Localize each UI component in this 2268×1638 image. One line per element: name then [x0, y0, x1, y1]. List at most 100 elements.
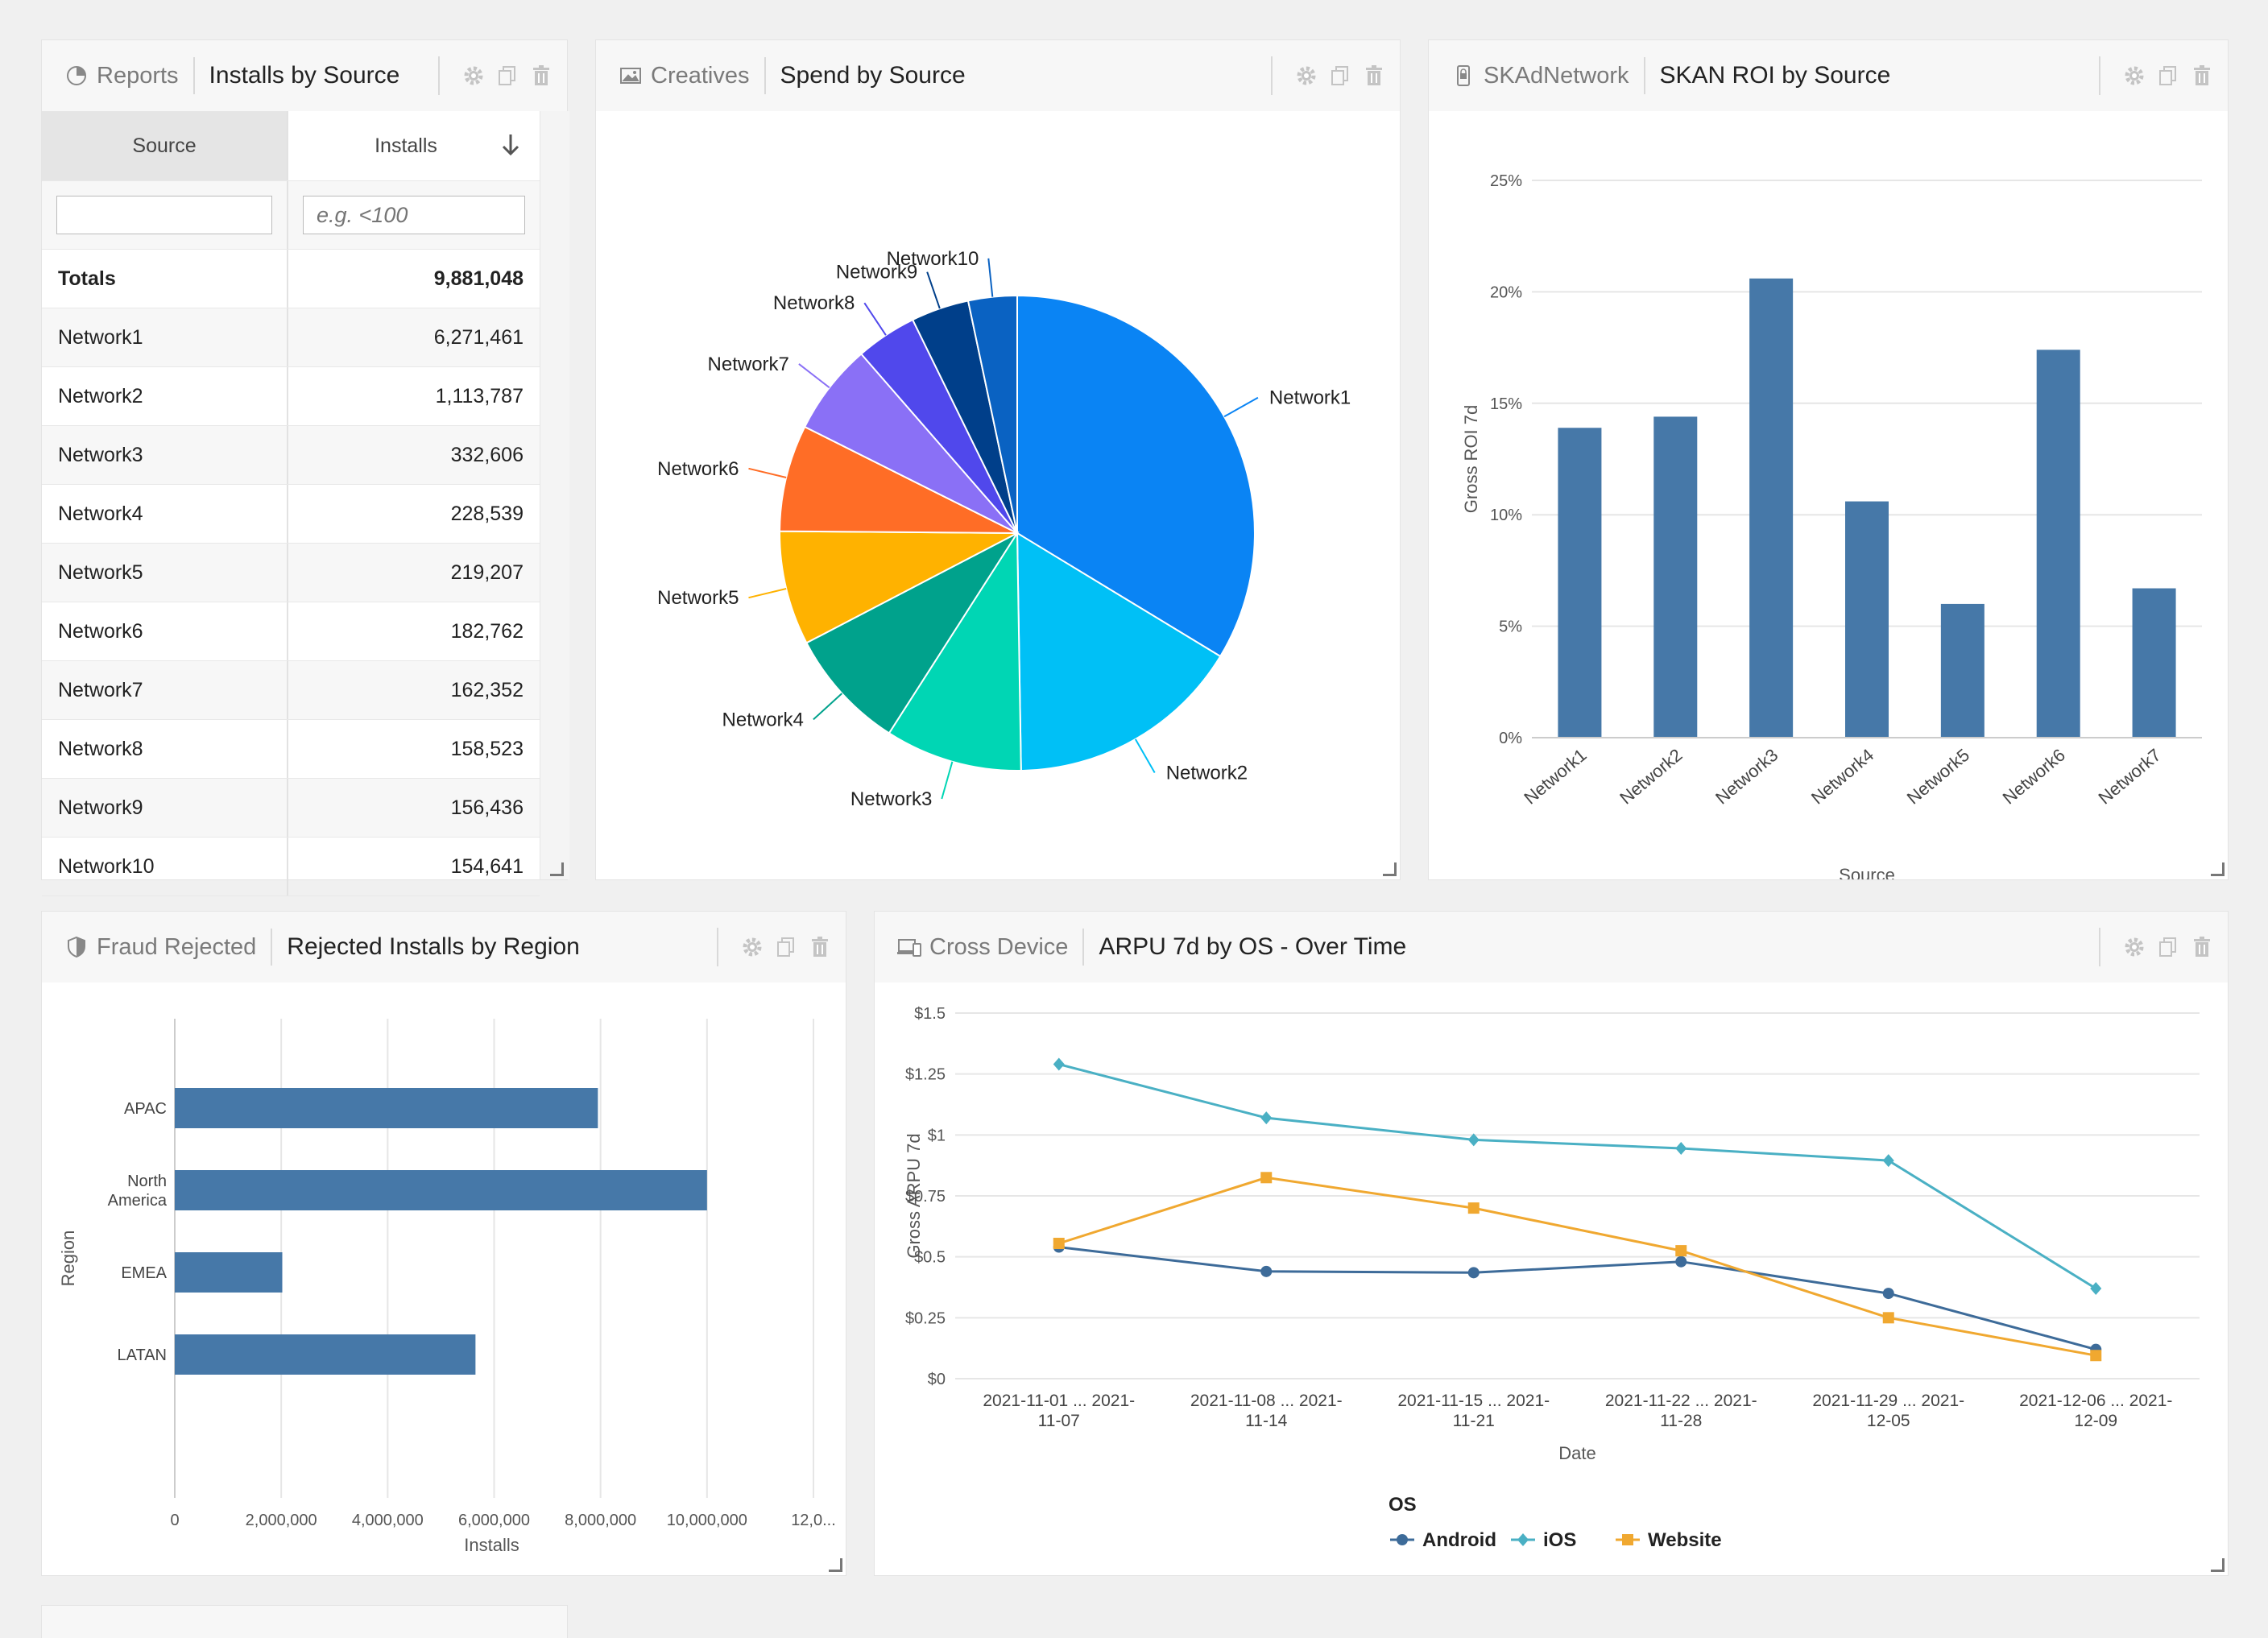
- series-line-ios: [1058, 1063, 2097, 1290]
- devices-icon: [897, 935, 921, 959]
- copy-icon[interactable]: [496, 64, 519, 87]
- x-axis-title: Installs: [464, 1535, 519, 1555]
- source-cell: Network5: [42, 544, 288, 602]
- source-cell: Network3: [42, 426, 288, 484]
- pie-label: Network8: [773, 292, 855, 314]
- bar-region: [175, 1088, 598, 1128]
- resize-handle[interactable]: [2211, 1558, 2225, 1572]
- y-tick-label-line: LATAN: [118, 1346, 168, 1364]
- panel-rejected-installs-by-region: Fraud Rejected Rejected Installs by Regi…: [42, 912, 846, 1575]
- panel-category[interactable]: Cross Device: [875, 929, 1085, 966]
- table-row[interactable]: Network4 228,539: [42, 485, 540, 544]
- panel-toolbar: [2099, 928, 2213, 966]
- resize-handle[interactable]: [550, 862, 564, 876]
- source-cell: Network9: [42, 779, 288, 837]
- shield-icon: [64, 935, 89, 959]
- gear-icon[interactable]: [2123, 64, 2146, 87]
- data-point-website: [1053, 1238, 1065, 1250]
- filter-cell-source: [42, 181, 288, 249]
- panel-toolbar: [1271, 56, 1385, 95]
- pie-label: Network3: [850, 788, 932, 810]
- vertical-scrollbar[interactable]: [540, 111, 569, 879]
- bar-network3: [1749, 278, 1794, 738]
- trash-icon[interactable]: [1363, 64, 1385, 87]
- y-tick-label-line: North: [127, 1173, 167, 1190]
- legend-marker-ios: [1517, 1533, 1529, 1546]
- trash-icon[interactable]: [530, 64, 553, 87]
- bar-network4: [1845, 501, 1889, 738]
- data-point-website: [1467, 1202, 1480, 1214]
- table-row[interactable]: Network2 1,113,787: [42, 367, 540, 426]
- resize-handle[interactable]: [2211, 862, 2225, 876]
- resize-handle[interactable]: [1383, 862, 1397, 876]
- x-tick-label-line: 2021-11-22 ... 2021-: [1605, 1392, 1757, 1410]
- y-tick-label: 0%: [1499, 730, 1522, 747]
- column-header-source[interactable]: Source: [42, 111, 288, 180]
- panel-body: 0% 5% 10% 15% 20% 25% Network1 Network2 Network3…: [1429, 111, 2228, 879]
- panel-title: ARPU 7d by OS - Over Time: [1099, 933, 1407, 960]
- pie-label: Network10: [887, 248, 979, 270]
- y-tick-label: 25%: [1490, 172, 1522, 190]
- trash-icon[interactable]: [2191, 64, 2213, 87]
- totals-label: Totals: [42, 250, 288, 308]
- bar-region: [175, 1334, 476, 1375]
- sort-descending-icon[interactable]: [499, 132, 522, 158]
- series-line-android: [1058, 1246, 2096, 1351]
- data-point-website: [2090, 1350, 2102, 1362]
- source-filter-input[interactable]: [56, 196, 272, 234]
- installs-cell: 1,113,787: [435, 384, 524, 407]
- panel-toolbar: [2099, 56, 2213, 95]
- panel-category[interactable]: Fraud Rejected: [42, 929, 273, 966]
- resize-handle[interactable]: [829, 1558, 842, 1572]
- panel-toolbar: [438, 56, 553, 95]
- installs-cell: 182,762: [450, 619, 524, 643]
- table-row[interactable]: Network1 6,271,461: [42, 308, 540, 367]
- panel-header: Reports Installs by Source: [42, 40, 567, 111]
- trash-icon[interactable]: [2191, 936, 2213, 958]
- table-row[interactable]: Network8 158,523: [42, 720, 540, 779]
- legend-title: OS: [1389, 1494, 1417, 1516]
- pie-connector: [813, 693, 842, 721]
- pie-slice-network4: [805, 531, 1020, 734]
- table-row[interactable]: Network10 154,641: [42, 838, 540, 896]
- copy-icon[interactable]: [2157, 936, 2179, 958]
- pie-connector: [1223, 396, 1259, 418]
- x-tick-label: 2021-11-15 ... 2021- 11-21: [1397, 1392, 1550, 1430]
- copy-icon[interactable]: [1329, 64, 1351, 87]
- panel-toolbar: [717, 928, 831, 966]
- legend-marker-website: [1622, 1534, 1633, 1545]
- panel-category[interactable]: Reports: [42, 57, 195, 94]
- data-point-android: [1467, 1267, 1480, 1279]
- pie-label: Network5: [657, 587, 739, 609]
- gear-icon[interactable]: [2123, 936, 2146, 958]
- installs-filter-input[interactable]: [303, 196, 525, 234]
- table-row[interactable]: Network5 219,207: [42, 544, 540, 602]
- source-cell: Network8: [42, 720, 288, 778]
- table-row[interactable]: Network9 156,436: [42, 779, 540, 838]
- x-tick-label-line: 11-28: [1660, 1412, 1702, 1430]
- installs-cell: 219,207: [450, 560, 524, 584]
- gear-icon[interactable]: [462, 64, 485, 87]
- totals-value: 9,881,048: [433, 267, 524, 290]
- installs-table: Source Installs Totals 9,881,048 Network…: [42, 111, 540, 896]
- x-tick-label-line: 11-14: [1245, 1412, 1287, 1430]
- table-row[interactable]: Network6 182,762: [42, 602, 540, 661]
- trash-icon[interactable]: [809, 936, 831, 958]
- spend-pie-chart: Network1 Network2 Network3 Network4 Network5…: [657, 248, 1351, 810]
- copy-icon[interactable]: [775, 936, 797, 958]
- gear-icon[interactable]: [741, 936, 764, 958]
- pie-slice-network1: [1016, 294, 1256, 658]
- y-axis-title: Gross ROI 7d: [1461, 405, 1481, 513]
- x-tick-label: Network7: [2095, 745, 2165, 809]
- source-cell: Network2: [42, 367, 288, 425]
- table-row[interactable]: Network3 332,606: [42, 426, 540, 485]
- table-row[interactable]: Network7 162,352: [42, 661, 540, 720]
- panel-category[interactable]: Creatives: [596, 57, 766, 94]
- copy-icon[interactable]: [2157, 64, 2179, 87]
- gear-icon[interactable]: [1295, 64, 1318, 87]
- panel-category[interactable]: SKAdNetwork: [1429, 57, 1645, 94]
- y-tick-label: APAC: [124, 1100, 167, 1118]
- pie-label: Network9: [836, 262, 917, 283]
- panel-body: Network1 Network2 Network3 Network4 Network5…: [596, 111, 1400, 879]
- column-header-installs[interactable]: Installs: [288, 111, 540, 180]
